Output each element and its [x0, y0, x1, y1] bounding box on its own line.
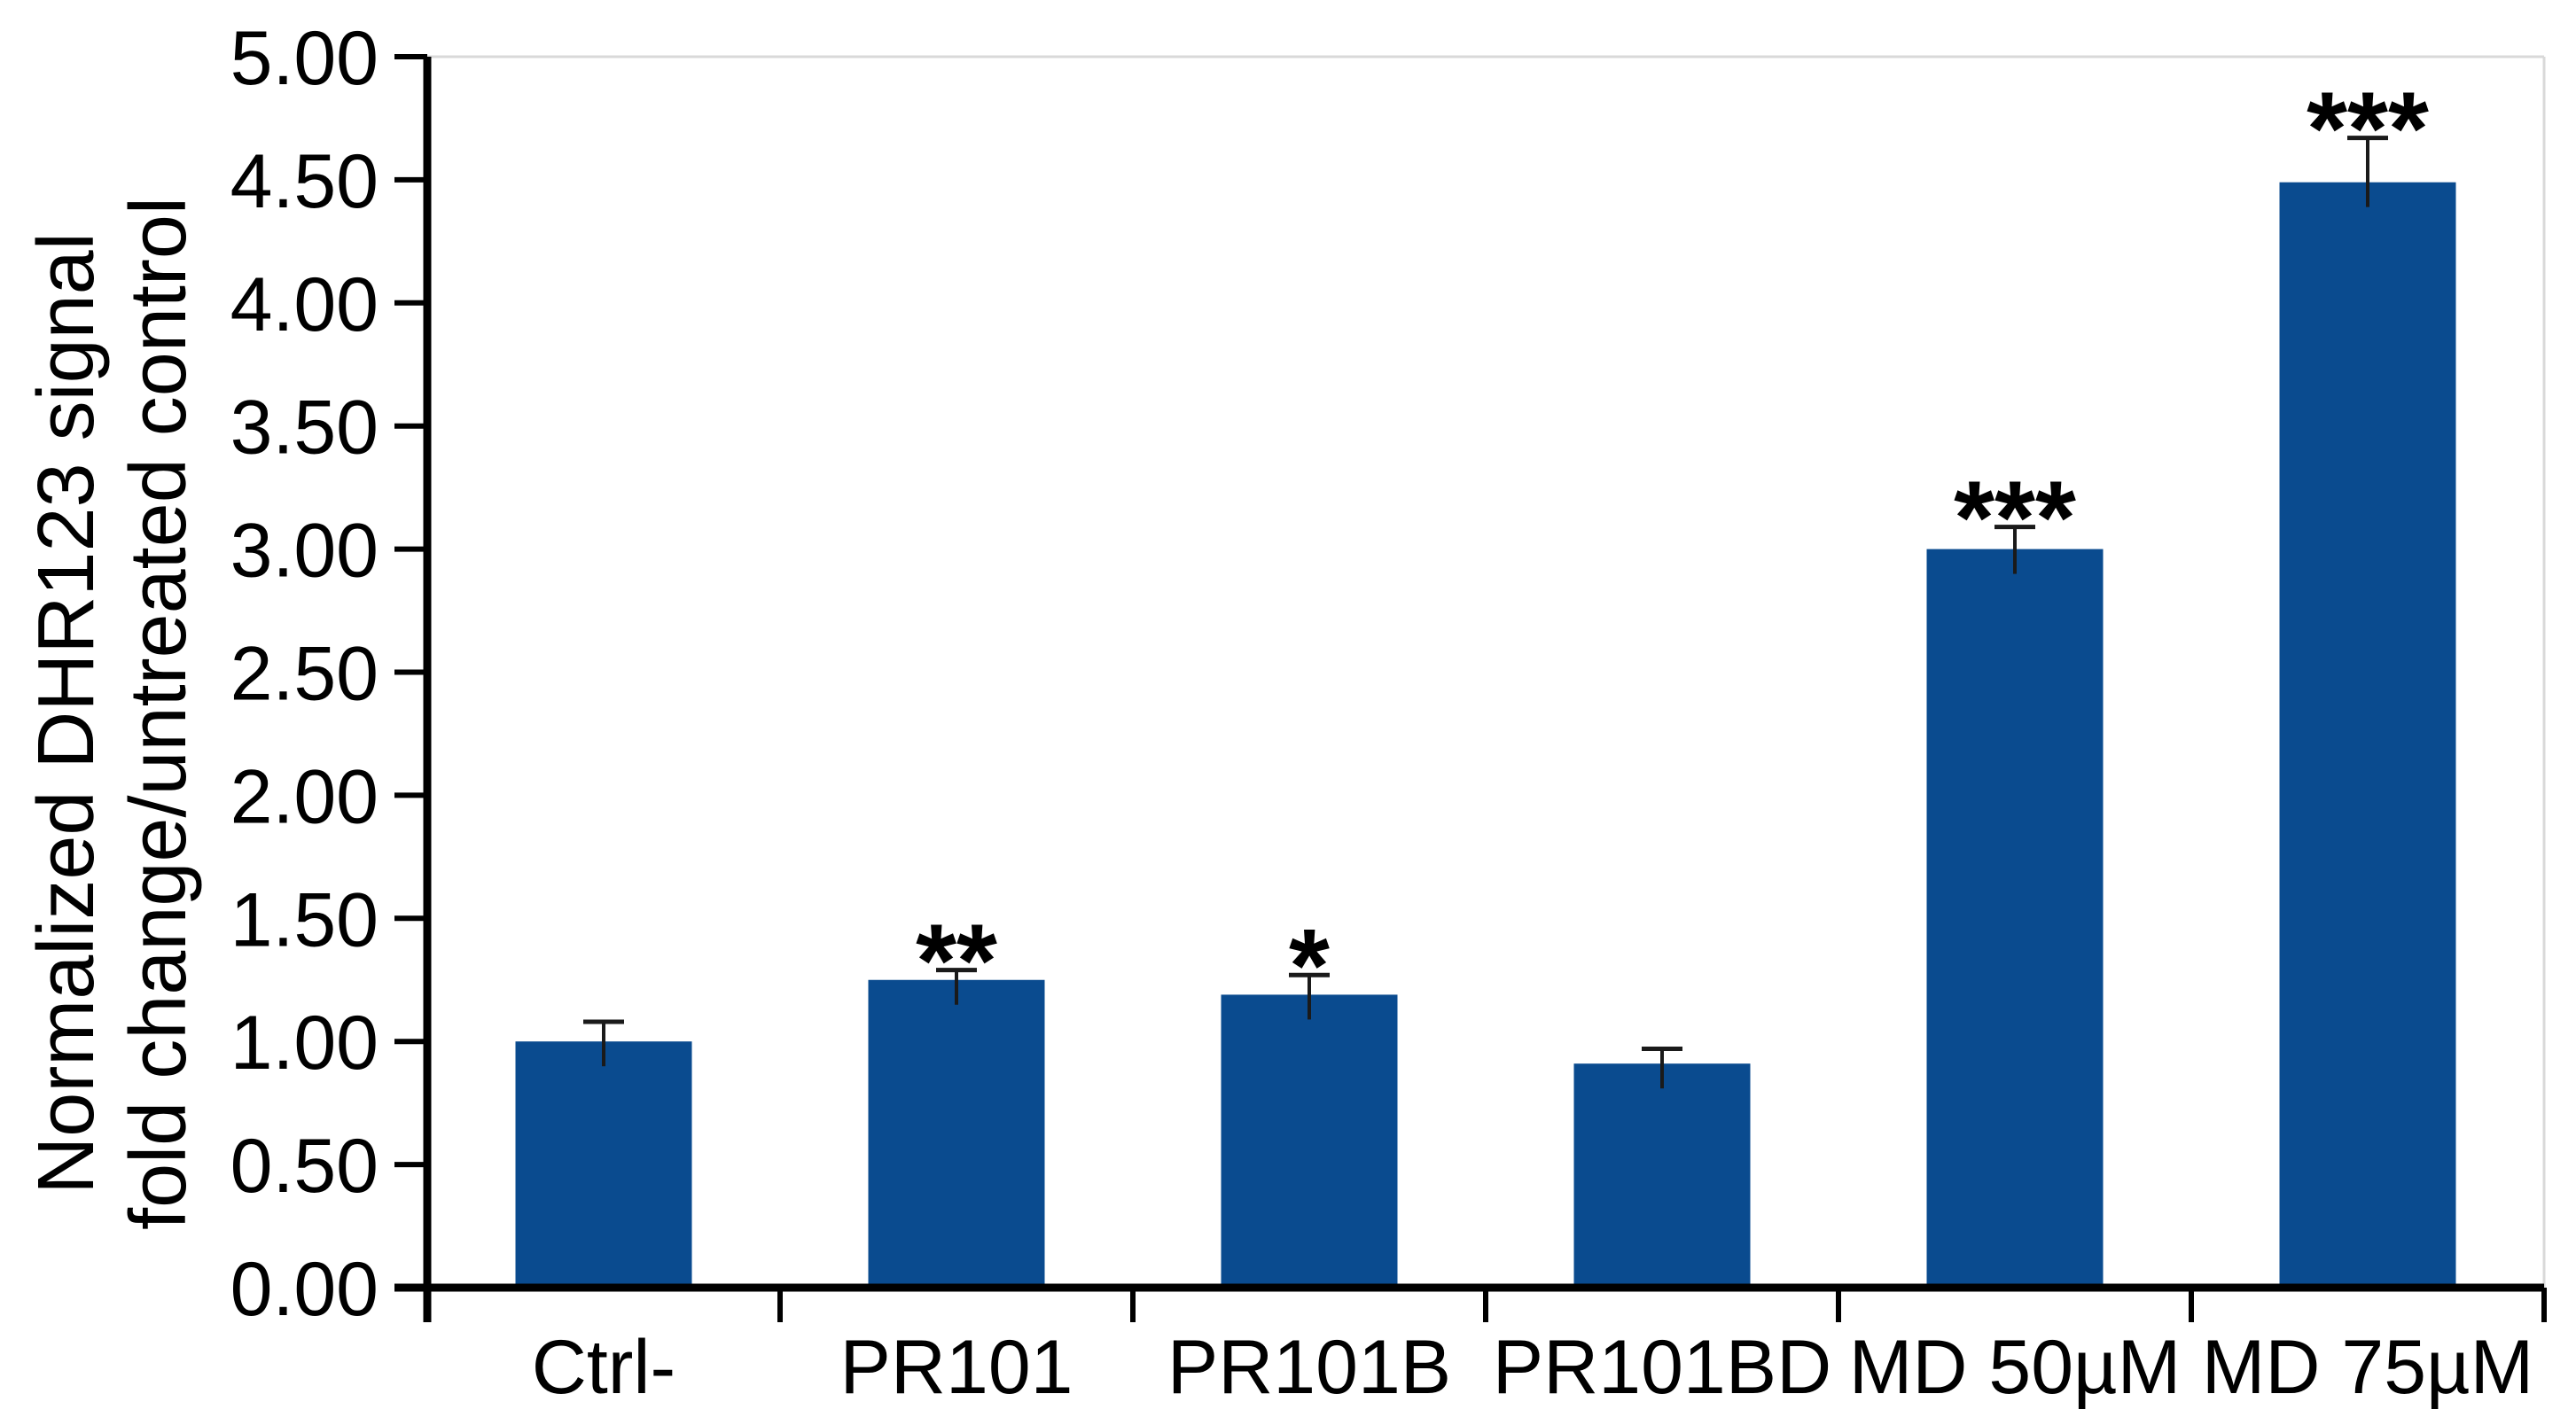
- y-tick-label: 0.50: [230, 1124, 379, 1209]
- y-tick-label: 1.50: [230, 877, 379, 962]
- y-tick-label: 3.00: [230, 509, 379, 594]
- bar: [1221, 994, 1398, 1288]
- y-tick-label: 2.00: [230, 754, 379, 839]
- x-category-label: Ctrl-: [532, 1325, 675, 1410]
- significance-label: *: [1289, 907, 1330, 1024]
- y-tick-label: 4.50: [230, 139, 379, 224]
- x-category-label: PR101BD: [1493, 1325, 1831, 1410]
- bar: [2279, 182, 2456, 1289]
- y-tick-label: 5.00: [230, 16, 379, 101]
- y-tick-label: 3.50: [230, 385, 379, 471]
- y-axis-title-line2: fold change/untreated control: [114, 197, 203, 1230]
- x-category-label: PR101: [840, 1325, 1073, 1410]
- x-category-label: MD 75µM: [2202, 1325, 2534, 1410]
- significance-label: ***: [1954, 460, 2076, 577]
- y-tick-label: 2.50: [230, 632, 379, 717]
- y-tick-label: 1.00: [230, 1001, 379, 1086]
- y-axis-title-line1: Normalized DHR123 signal: [22, 232, 111, 1194]
- x-category-label: PR101B: [1167, 1325, 1451, 1410]
- bar: [515, 1041, 692, 1288]
- significance-label: ***: [2307, 71, 2429, 188]
- x-category-label: MD 50µM: [1849, 1325, 2182, 1410]
- y-tick-label: 0.00: [230, 1247, 379, 1332]
- bar: [868, 979, 1045, 1288]
- y-tick-label: 4.00: [230, 262, 379, 347]
- significance-label: **: [916, 903, 997, 1020]
- bar: [1926, 549, 2104, 1288]
- bar: [1573, 1063, 1751, 1288]
